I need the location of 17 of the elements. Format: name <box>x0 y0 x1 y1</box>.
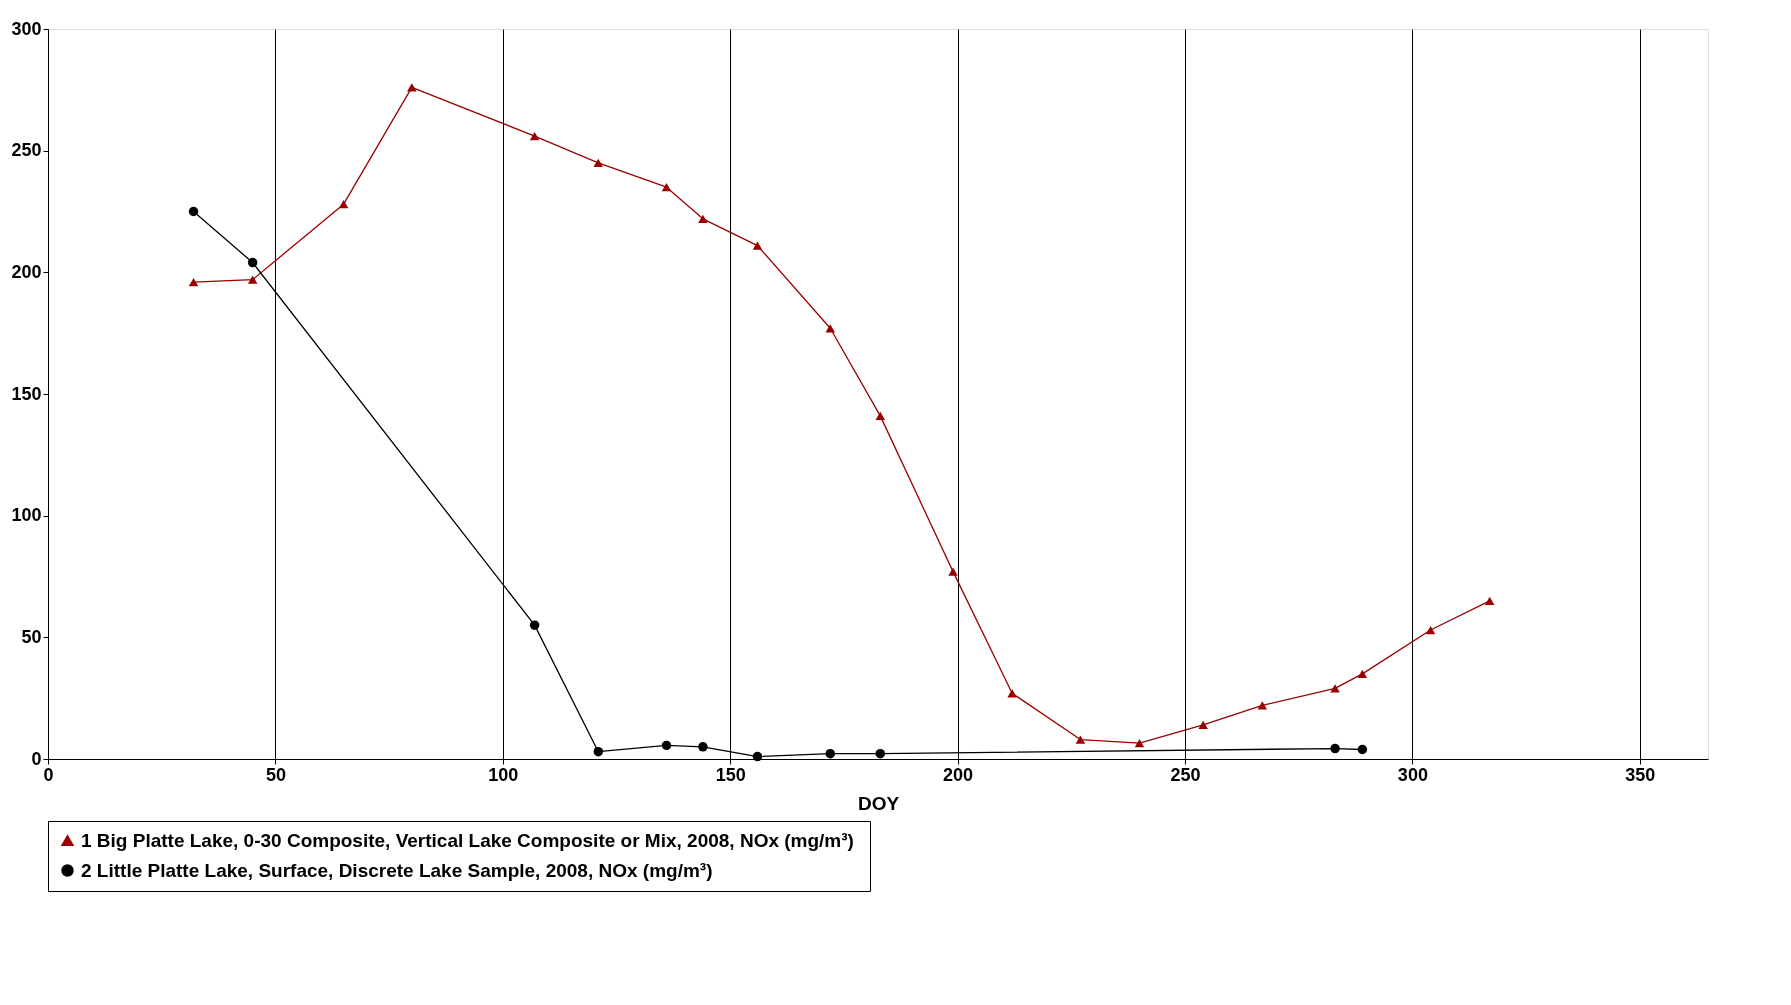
x-tick-label: 200 <box>943 764 974 785</box>
x-tick-label: 350 <box>1625 764 1656 785</box>
y-tick-label: 100 <box>11 505 42 526</box>
legend-label: 1 Big Platte Lake, 0-30 Composite, Vertical Lake Composite or Mix, 2008, NOx (mg/m³) <box>81 829 854 851</box>
y-tick-label: 200 <box>11 261 42 282</box>
y-tick-label: 150 <box>11 383 42 404</box>
x-tick-label: 150 <box>715 764 746 785</box>
legend-label: 2 Little Platte Lake, Surface, Discrete Lake Sample, 2008, NOx (mg/m³) <box>81 859 713 881</box>
y-tick-label: 50 <box>21 626 42 647</box>
x-tick-label: 250 <box>1170 764 1201 785</box>
x-axis-title: DOY <box>857 792 900 814</box>
y-tick-label: 300 <box>11 18 42 39</box>
y-tick-label: 250 <box>11 140 42 161</box>
x-tick-label: 100 <box>488 764 519 785</box>
x-tick-label: 50 <box>265 764 286 785</box>
x-tick-label: 300 <box>1397 764 1428 785</box>
y-tick-label: 0 <box>31 748 42 769</box>
